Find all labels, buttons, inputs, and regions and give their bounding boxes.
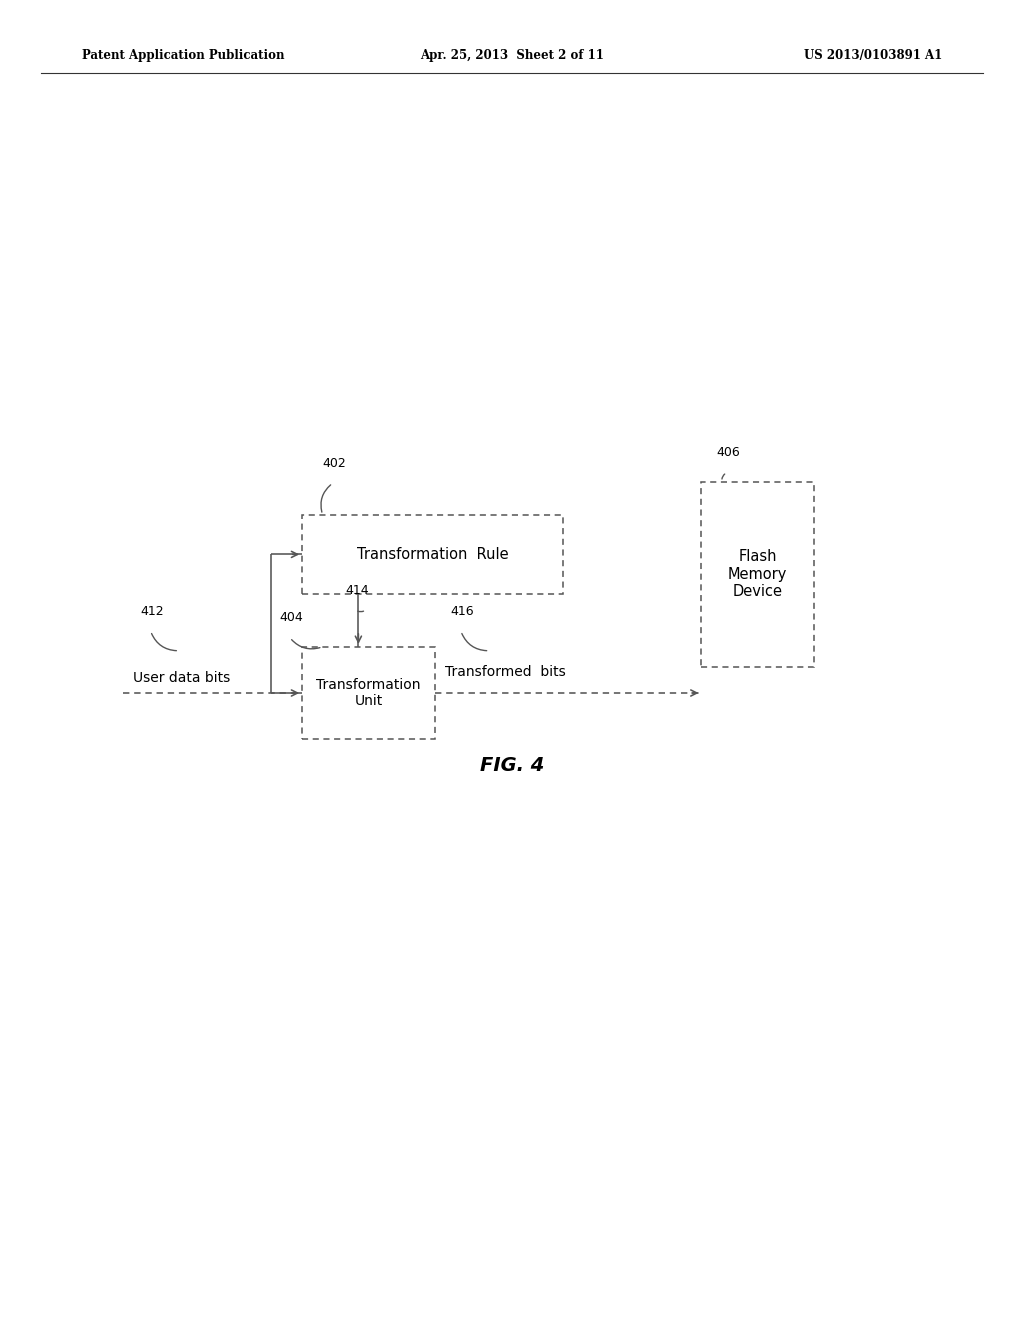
Text: 406: 406 [717,446,740,459]
Text: 404: 404 [280,611,303,624]
Text: 402: 402 [323,457,346,470]
Bar [701,482,814,667]
Text: 416: 416 [451,605,474,618]
Text: Transformed  bits: Transformed bits [445,665,566,680]
Text: Flash
Memory
Device: Flash Memory Device [728,549,787,599]
Bar [302,647,435,739]
Text: User data bits: User data bits [133,671,230,685]
Text: US 2013/0103891 A1: US 2013/0103891 A1 [804,49,942,62]
Text: Patent Application Publication: Patent Application Publication [82,49,285,62]
Text: Transformation  Rule: Transformation Rule [356,546,509,562]
Text: Apr. 25, 2013  Sheet 2 of 11: Apr. 25, 2013 Sheet 2 of 11 [420,49,604,62]
Bar [302,515,563,594]
Text: 414: 414 [345,583,369,597]
Text: 412: 412 [140,605,164,618]
Text: FIG. 4: FIG. 4 [480,756,544,775]
Text: Transformation
Unit: Transformation Unit [316,678,421,708]
